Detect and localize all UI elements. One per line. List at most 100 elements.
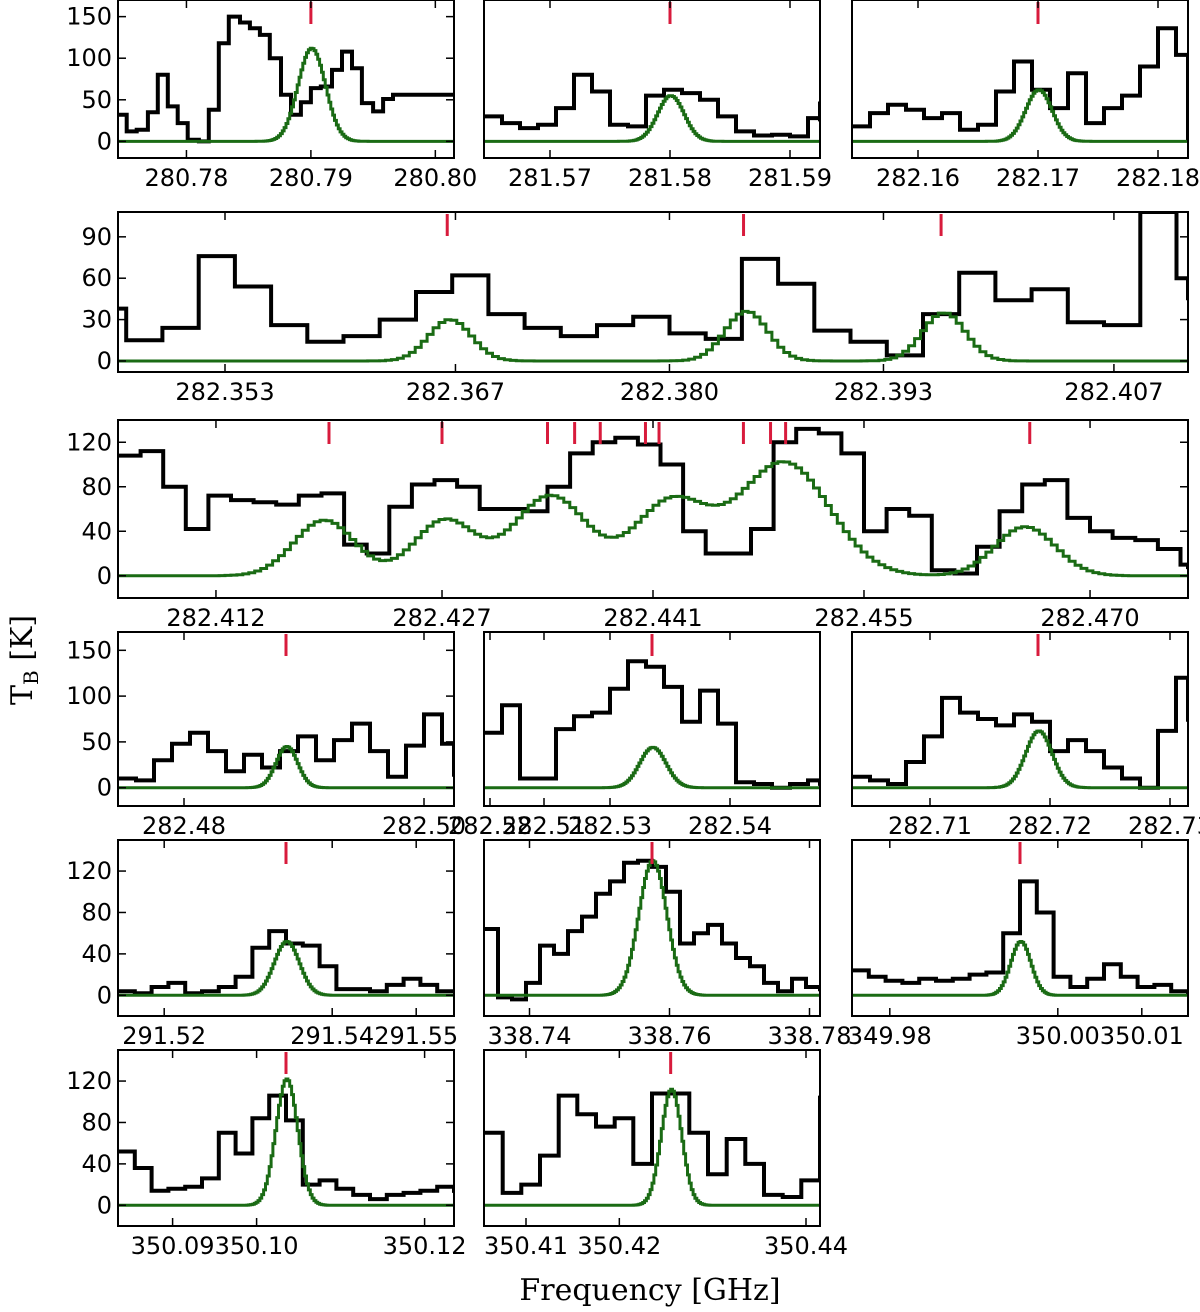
x-tick-label: 282.427 <box>392 604 491 632</box>
model-spectrum <box>484 859 820 997</box>
panel-plot-area <box>118 14 454 144</box>
y-axis-title: TB [K] <box>5 615 43 705</box>
model-spectrum <box>118 46 454 143</box>
y-tick-label: 60 <box>81 264 112 292</box>
observed-spectrum <box>118 426 1188 576</box>
x-tick-label: 282.54 <box>688 812 772 840</box>
panel-p10: 338.74 338.76 338.78 <box>483 839 852 1050</box>
model-spectrum <box>852 88 1188 143</box>
observed-spectrum <box>852 26 1188 142</box>
x-tick-label: 282.16 <box>876 164 960 192</box>
panel-p1: 0 50 100 150 280.78 280.79 280.80 <box>66 0 477 192</box>
x-tick-label: 282.18 <box>1116 164 1200 192</box>
panel-p13: 350.41 350.42 350.44 <box>483 1049 848 1260</box>
panel-plot-area <box>118 212 1188 363</box>
x-tick-label: 350.42 <box>577 1232 661 1260</box>
y-tick-label: 0 <box>97 1191 112 1219</box>
panel-plot-area <box>852 879 1188 997</box>
x-tick-label: 281.58 <box>628 164 712 192</box>
x-tick-label: 291.54 <box>290 1022 374 1050</box>
model-spectrum <box>118 1077 454 1207</box>
panel-frame <box>483 1049 821 1227</box>
x-axis-title: Frequency [GHz] <box>519 1273 780 1308</box>
panel-frame <box>483 631 821 807</box>
panel-p4: 0 30 60 90 282.353 282.367 282.380 282.393 282.4… <box>81 211 1189 406</box>
observed-spectrum <box>484 72 820 139</box>
y-tick-label: 40 <box>81 1150 112 1178</box>
x-tick-label: 280.80 <box>393 164 477 192</box>
panel-p2: 281.57 281.58 281.59 <box>483 0 832 192</box>
y-tick-label: 120 <box>66 857 112 885</box>
x-tick-label: 280.79 <box>269 164 353 192</box>
x-tick-label: 282.455 <box>814 604 913 632</box>
model-spectrum <box>118 460 1188 578</box>
y-tick-label: 100 <box>66 682 112 710</box>
x-tick-label: 282.72 <box>1008 812 1092 840</box>
y-tick-label: 0 <box>97 774 112 802</box>
x-tick-label: 282.48 <box>142 812 226 840</box>
x-tick-label: 350.12 <box>383 1232 467 1260</box>
observed-spectrum <box>484 1091 820 1199</box>
panel-p5: 0 40 80 120 282.412 282.427 282.441 282.455 282.… <box>66 419 1189 632</box>
observed-spectrum <box>852 879 1188 996</box>
x-tick-label: 282.367 <box>406 378 505 406</box>
x-tick-label: 282.71 <box>888 812 972 840</box>
y-tick-label: 80 <box>81 898 112 926</box>
y-tick-label: 120 <box>66 1067 112 1095</box>
model-spectrum <box>118 940 454 997</box>
panel-frame <box>483 839 821 1017</box>
panel-plot-area <box>852 675 1188 790</box>
panel-p3: 282.16 282.17 282.18 <box>851 0 1200 192</box>
x-tick-label: 338.78 <box>768 1022 852 1050</box>
x-tick-label: 282.353 <box>175 378 274 406</box>
x-tick-label: 291.55 <box>374 1022 458 1050</box>
x-tick-label: 350.09 <box>131 1232 215 1260</box>
panel-p7: 282.52 282.53 282.54 <box>448 631 821 840</box>
panel-plot-area <box>484 72 820 143</box>
x-tick-label: 282.52 <box>448 812 532 840</box>
y-tick-label: 150 <box>66 636 112 664</box>
panel-frame <box>117 0 455 159</box>
y-tick-label: 120 <box>66 428 112 456</box>
panel-plot-area <box>484 1087 820 1207</box>
panel-plot-area <box>484 659 820 790</box>
observed-spectrum <box>852 675 1188 790</box>
x-tick-label: 282.393 <box>834 378 933 406</box>
panel-frame <box>117 1049 455 1227</box>
y-tick-label: 100 <box>66 44 112 72</box>
panel-frame <box>117 631 455 807</box>
x-tick-label: 338.74 <box>488 1022 572 1050</box>
y-tick-label: 40 <box>81 517 112 545</box>
observed-spectrum <box>118 14 454 144</box>
x-tick-label: 282.73 <box>1128 812 1200 840</box>
model-spectrum <box>118 309 1188 363</box>
model-spectrum <box>484 1087 820 1207</box>
x-tick-label: 350.01 <box>1100 1022 1184 1050</box>
y-tick-label: 0 <box>97 127 112 155</box>
x-tick-label: 282.17 <box>996 164 1080 192</box>
x-tick-label: 350.10 <box>215 1232 299 1260</box>
x-tick-label: 282.441 <box>603 604 702 632</box>
x-tick-label: 291.52 <box>122 1022 206 1050</box>
observed-spectrum <box>484 659 820 790</box>
x-tick-label: 282.53 <box>568 812 652 840</box>
x-tick-label: 282.412 <box>166 604 265 632</box>
panel-p6: 0 50 100 150 282.48 282.50 282.51 <box>66 631 586 840</box>
y-tick-label: 90 <box>81 223 112 251</box>
panel-frame <box>851 839 1189 1017</box>
y-tick-label: 0 <box>97 562 112 590</box>
y-tick-label: 30 <box>81 306 112 334</box>
x-tick-label: 350.00 <box>1016 1022 1100 1050</box>
panel-frame <box>117 839 455 1017</box>
panel-plot-area <box>118 426 1188 578</box>
x-tick-label: 282.51 <box>502 812 586 840</box>
model-spectrum <box>484 94 820 143</box>
x-tick-label: 280.78 <box>144 164 228 192</box>
panel-p12: 0 40 80 120 350.09 350.10 350.12 <box>66 1049 467 1260</box>
x-tick-label: 282.470 <box>1040 604 1139 632</box>
y-tick-label: 50 <box>81 728 112 756</box>
y-tick-label: 0 <box>97 347 112 375</box>
panel-plot-area <box>118 1077 454 1207</box>
panel-p11: 349.98 350.00 350.01 <box>848 839 1189 1050</box>
